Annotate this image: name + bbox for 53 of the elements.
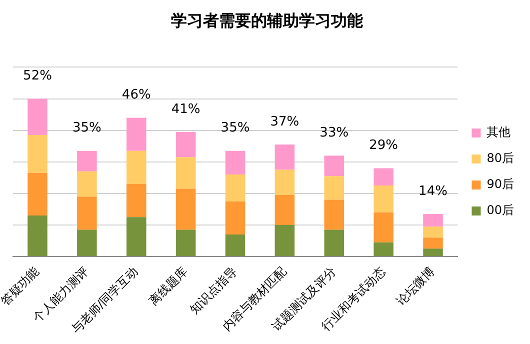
annotation: 35% [220, 120, 250, 136]
bar [374, 186, 394, 212]
bar [324, 156, 344, 176]
bar [423, 248, 443, 256]
annotation: 35% [72, 120, 102, 136]
bar [374, 242, 394, 256]
bar [274, 225, 295, 256]
bar [274, 170, 295, 196]
x-tick-label: 论坛微博 [394, 264, 438, 308]
bar [176, 132, 196, 158]
chart-title: 学习者需要的辅助学习功能 [171, 10, 363, 30]
annotation: 41% [171, 102, 200, 117]
bar [77, 171, 97, 197]
bar [77, 196, 97, 230]
bar [176, 188, 196, 230]
bar [324, 200, 344, 230]
bar [126, 150, 146, 184]
legend-label: 00后 [486, 203, 514, 218]
text: 52% [23, 68, 52, 84]
bar [225, 174, 246, 202]
x-tick-label: 离线题库 [146, 264, 190, 308]
bar [77, 230, 97, 256]
bar [126, 184, 146, 218]
legend-label: 90后 [486, 177, 514, 192]
bar [374, 168, 394, 186]
bar [126, 217, 146, 256]
bar [176, 230, 196, 256]
annotation: 33% [320, 125, 349, 140]
bar [423, 238, 443, 249]
bar [28, 98, 48, 136]
annotation: 14% [418, 184, 448, 199]
legend-label: 80后 [486, 151, 514, 166]
bar [28, 135, 48, 173]
annotation: 29% [369, 138, 398, 154]
bar [77, 150, 97, 172]
bar [423, 214, 443, 227]
x-tick-label: 答疑功能 [0, 264, 42, 308]
bar [176, 157, 196, 189]
bar [274, 144, 295, 170]
bar [28, 172, 48, 216]
annotation: 37% [270, 114, 300, 130]
annotation: 46% [122, 88, 151, 103]
legend-label: 其他 [486, 125, 511, 140]
bar [225, 150, 246, 175]
bar [126, 118, 146, 151]
bar [324, 176, 344, 200]
bar [423, 226, 443, 238]
bar [374, 212, 394, 242]
bar [274, 195, 295, 225]
bar [324, 230, 344, 256]
bar [28, 216, 48, 256]
bar [225, 234, 246, 256]
bar [225, 201, 246, 234]
